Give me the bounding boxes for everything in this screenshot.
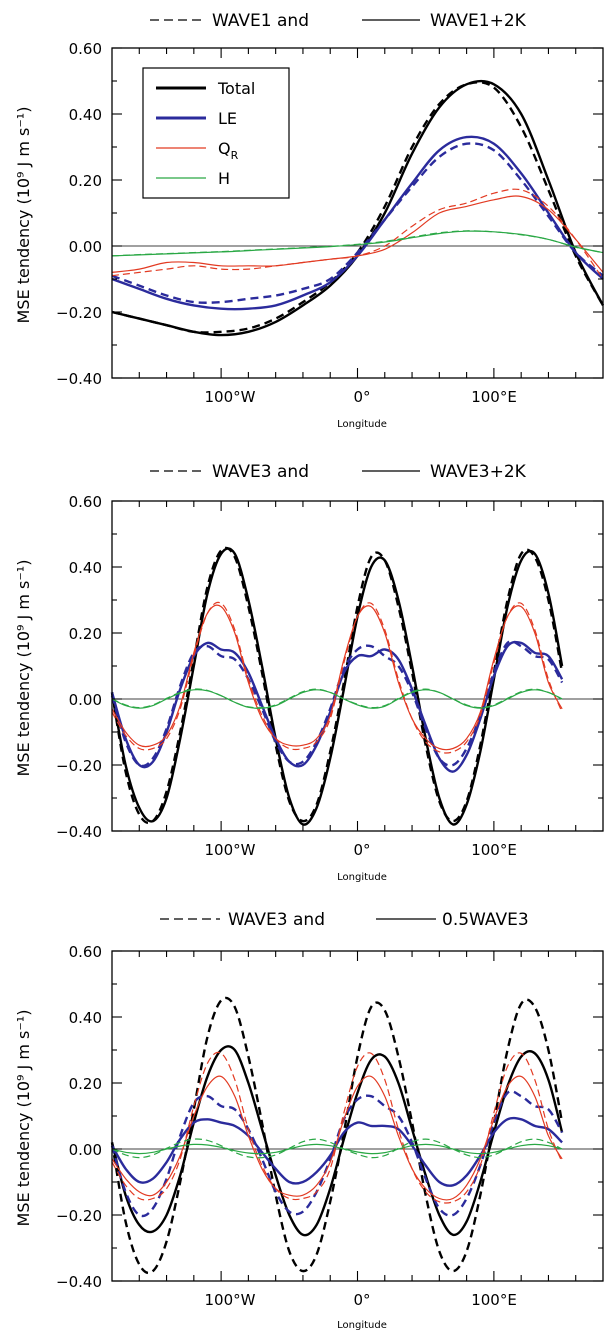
series-line-total-solid [110,547,564,826]
y-tick-label: 0.40 [69,559,102,577]
series-line-qr-solid [111,604,563,751]
legend-label-qr-sub: R [231,149,239,162]
title-dashed-text: WAVE3 and [212,462,309,482]
legend-label-qr-main: Q [218,139,231,158]
y-tick-label: −0.40 [56,823,102,841]
y-tick-label: −0.40 [56,370,102,388]
series-line-le-dashed [110,640,564,768]
title-dashed-text: WAVE1 and [212,11,309,31]
y-tick-label: −0.20 [56,1207,102,1225]
series-line-h-dashed [111,230,604,257]
y-tick-label: 0.20 [69,1075,102,1093]
plot-area [111,47,605,379]
panel-2: WAVE3 and WAVE3+2K MSE tendency (10⁹ J m… [14,462,604,883]
series-line-h-solid [111,689,563,709]
series-line-total-dashed [110,996,564,1275]
y-tick-label: 0.20 [69,172,102,190]
panel-1-title: WAVE1 and WAVE1+2K [150,11,527,31]
panel-2-title: WAVE3 and WAVE3+2K [150,462,527,482]
series-line-qr-dashed [111,188,604,280]
y-tick-label: 0.60 [69,943,102,961]
series-line-h-solid [111,1143,563,1155]
title-dashed-text: WAVE3 and [228,910,325,930]
x-tick-label: 100°E [471,388,517,406]
plot-area [110,500,604,832]
y-axis-label: MSE tendency (10⁹ J m s⁻¹) [14,107,33,324]
y-tick-labels: 0.60 0.40 0.20 0.00 −0.20 −0.40 [56,943,102,1291]
x-axis-label: Longitude [337,419,387,430]
panel-1: WAVE1 and WAVE1+2K MSE tendency (10⁹ J m… [14,11,605,430]
series-line-le-dashed [110,1090,564,1218]
series-line-total-dashed [110,546,564,825]
plot-area [110,950,604,1282]
y-tick-label: 0.40 [69,1009,102,1027]
y-tick-label: −0.40 [56,1273,102,1291]
title-solid-text: WAVE1+2K [430,11,527,31]
x-tick-labels: 100°W 0° 100°E [205,1291,517,1309]
x-tick-label: 100°E [471,841,517,859]
x-tick-label: 100°E [471,1291,517,1309]
x-tick-labels: 100°W 0° 100°E [205,388,517,406]
y-tick-labels: 0.60 0.40 0.20 0.00 −0.20 −0.40 [56,493,102,841]
legend-label-qr: QR [218,139,239,162]
series-line-le-dashed [111,142,604,304]
y-tick-label: 0.60 [69,40,102,58]
series-line-qr-dashed [111,1051,563,1204]
y-tick-label: 0.00 [69,238,102,256]
legend: Total LE QR H [142,67,290,199]
panel-3: WAVE3 and 0.5WAVE3 MSE tendency (10⁹ J m… [14,910,604,1331]
y-axis-label: MSE tendency (10⁹ J m s⁻¹) [14,1010,33,1227]
y-tick-label: 0.60 [69,493,102,511]
x-tick-label: 0° [353,841,370,859]
x-axis-label: Longitude [337,1320,387,1331]
legend-label-le: LE [218,109,237,128]
legend-label-h: H [218,169,230,188]
x-tick-label: 0° [353,1291,370,1309]
x-axis-label: Longitude [337,872,387,883]
y-tick-label: −0.20 [56,304,102,322]
series-line-h-dashed [111,688,563,709]
y-tick-label: 0.20 [69,625,102,643]
y-axis-label: MSE tendency (10⁹ J m s⁻¹) [14,560,33,777]
x-tick-label: 0° [353,388,370,406]
series-line-qr-dashed [111,601,563,754]
series-line-h-dashed [111,1138,563,1159]
x-tick-labels: 100°W 0° 100°E [205,841,517,859]
title-solid-text: 0.5WAVE3 [442,910,529,930]
y-tick-label: 0.00 [69,1141,102,1159]
y-tick-label: 0.00 [69,691,102,709]
x-tick-label: 100°W [205,841,256,859]
series-line-qr-solid [111,195,604,273]
title-solid-text: WAVE3+2K [430,462,527,482]
y-tick-label: −0.20 [56,757,102,775]
panel-3-title: WAVE3 and 0.5WAVE3 [160,910,529,930]
x-tick-label: 100°W [205,388,256,406]
legend-label-total: Total [217,79,255,98]
y-tick-labels: 0.60 0.40 0.20 0.00 −0.20 −0.40 [56,40,102,388]
legend-box [142,67,290,199]
x-tick-label: 100°W [205,1291,256,1309]
y-tick-label: 0.40 [69,106,102,124]
